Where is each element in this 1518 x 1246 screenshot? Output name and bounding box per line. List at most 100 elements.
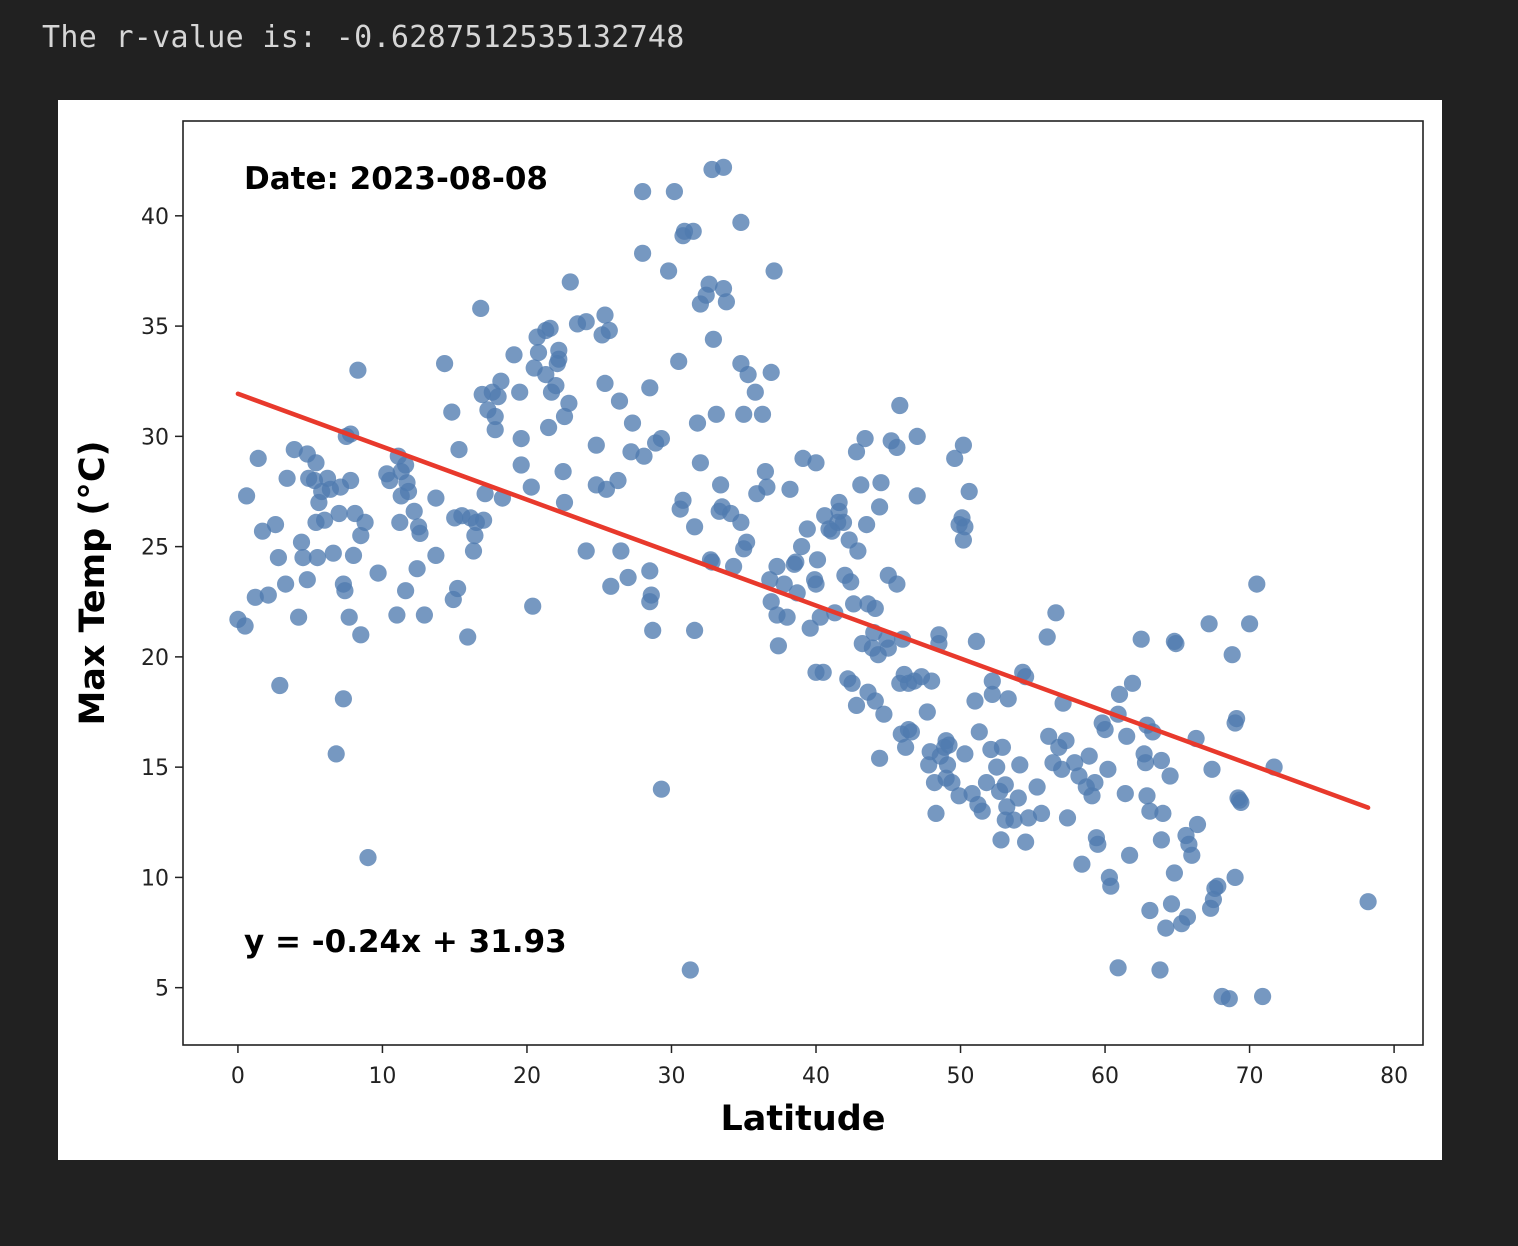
y-tick-label: 25 [141,536,169,561]
data-point [634,183,652,201]
data-point [612,542,630,560]
data-point [550,350,568,368]
data-point [888,575,906,593]
data-point [249,449,267,467]
data-point [623,414,642,432]
data-point [316,511,334,529]
data-point [753,405,772,423]
data-point [1116,785,1134,803]
data-point [1028,778,1046,796]
data-point [756,463,775,481]
data-point [1152,831,1170,849]
data-point [849,542,867,560]
equation-annotation: y = -0.24x + 31.93 [244,924,567,960]
data-point [475,511,493,529]
data-point [908,487,926,505]
data-point [670,352,688,370]
data-point [960,482,978,501]
data-point [769,637,788,655]
x-axis-label: Latitude [720,1099,885,1139]
data-point [1110,685,1129,704]
data-point [765,262,783,280]
data-point [246,588,264,606]
data-point [842,573,860,591]
data-point [704,330,723,348]
y-tick-label: 15 [141,756,169,781]
data-point [259,586,277,604]
data-point [1032,804,1051,823]
data-point [427,546,445,564]
plot-frame [182,120,1424,1046]
data-point [340,608,358,626]
data-point [610,392,629,410]
data-point [1178,908,1196,926]
data-point [943,774,961,792]
data-point [408,560,426,578]
data-point [879,639,897,657]
data-point [1162,895,1181,913]
data-point [1200,615,1218,633]
data-point [871,498,889,516]
data-point [1226,868,1244,887]
x-tick-label: 0 [231,1064,245,1089]
data-point [758,478,776,496]
data-point [807,454,825,472]
data-point [856,430,874,448]
x-tick-label: 10 [368,1064,396,1089]
data-point [411,524,429,542]
data-point [967,632,986,651]
data-point [1220,990,1238,1008]
data-point [793,538,811,556]
data-point [554,463,572,481]
data-point [816,507,834,525]
data-point [1138,787,1156,805]
data-point [238,487,256,505]
data-point [1121,846,1139,864]
data-point [529,344,548,362]
data-point [269,549,287,567]
data-point [950,787,968,805]
data-point [1209,877,1227,895]
x-tick-label: 80 [1380,1064,1408,1089]
data-point [768,557,786,576]
data-point [308,549,326,567]
data-point [1132,630,1150,648]
data-point [399,482,418,501]
data-point [1165,864,1183,882]
data-point [712,476,730,494]
data-point [1096,721,1114,739]
data-point [324,544,342,562]
data-point [732,513,750,531]
data-point [644,621,662,640]
data-point [1141,802,1159,820]
data-point [334,690,352,708]
data-point [1053,760,1071,778]
data-point [681,961,699,979]
data-point [1118,727,1136,745]
data-point [1223,646,1241,664]
data-point [602,577,620,595]
data-point [954,531,973,549]
y-tick-label: 5 [155,977,169,1002]
data-point [292,533,311,551]
data-point [342,471,360,490]
data-point [505,346,523,364]
data-point [717,293,736,311]
data-point [619,568,637,587]
data-point [762,593,780,611]
data-point [1136,754,1155,772]
data-point [427,489,445,507]
data-point [707,405,725,423]
data-point [1151,961,1169,979]
data-point [1123,674,1142,692]
data-point [464,542,483,560]
data-point [927,804,945,823]
data-point [1254,987,1272,1006]
data-point [956,745,974,763]
data-point [486,407,504,426]
data-point [1086,774,1104,792]
data-point [1232,793,1250,812]
data-point [587,436,605,454]
data-point [356,513,374,531]
data-point [1359,893,1377,911]
